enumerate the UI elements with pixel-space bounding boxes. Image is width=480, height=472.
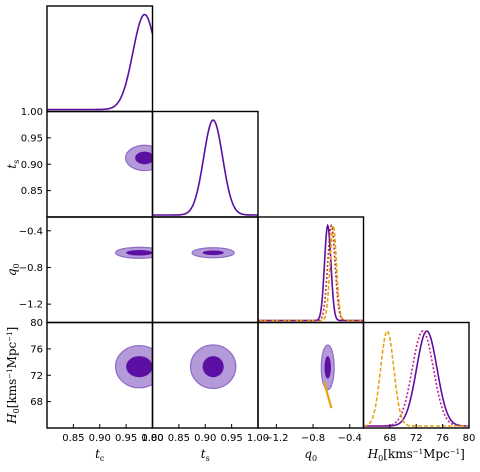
contour-tc-H0 xyxy=(114,344,153,389)
extra-line-q0-H0 xyxy=(322,381,333,409)
panel-frame-tc-tc xyxy=(46,5,154,113)
xtick-label-tc-3: 1.00 xyxy=(141,433,163,444)
ytick-label-H0-1: 76 xyxy=(30,344,43,355)
marginal-curve-H0-2 xyxy=(363,330,469,427)
panel-frame-ts-q0 xyxy=(151,216,259,324)
ytick-label-ts-0: 1.00 xyxy=(21,107,43,118)
panel-frame-tc-q0 xyxy=(46,216,154,324)
xtick-label-q0-2: −0.4 xyxy=(338,433,362,444)
marginal-q0 xyxy=(258,223,364,322)
axis-label-x-q0: q0 xyxy=(304,447,317,463)
xtick-label-q0-1: −0.8 xyxy=(301,433,325,444)
ytick-label-H0-3: 68 xyxy=(30,397,43,408)
axis-label-x-ts: ts xyxy=(201,447,210,463)
xtick-label-H0-2: 76 xyxy=(436,433,449,444)
contour-68-ts-H0 xyxy=(202,356,224,378)
xtick-label-H0-1: 72 xyxy=(410,433,423,444)
contour-tc-q0 xyxy=(114,246,153,259)
contour-tc-ts xyxy=(125,144,153,172)
xtick-label-ts-1: 0.85 xyxy=(168,433,190,444)
marginal-tc xyxy=(47,13,153,111)
marginal-curve-q0-0 xyxy=(258,223,364,322)
xtick-label-tc-1: 0.90 xyxy=(89,433,111,444)
xtick-label-H0-0: 68 xyxy=(384,433,397,444)
ytick-label-ts-2: 0.90 xyxy=(21,160,43,171)
xtick-label-H0-3: 80 xyxy=(463,433,476,444)
xtick-label-ts-0: 0.80 xyxy=(141,433,163,444)
xtick-label-ts-3: 0.95 xyxy=(220,433,242,444)
xtick-label-tc-0: 0.85 xyxy=(62,433,84,444)
axis-label-x-H0: H0[kms−1Mpc−1] xyxy=(367,447,465,463)
marginal-curve-ts-0 xyxy=(152,119,258,216)
contour-ts-q0 xyxy=(191,247,235,259)
contour-68-tc-q0 xyxy=(126,250,153,256)
marginal-ts xyxy=(152,119,258,216)
ytick-label-q0-1: −0.8 xyxy=(19,263,43,274)
marginal-curve-H0-1 xyxy=(363,330,469,427)
axis-label-y-q0: q0 xyxy=(5,263,21,276)
contour-68-q0-H0 xyxy=(324,356,331,379)
marginal-H0 xyxy=(363,330,469,427)
marginal-curve-q0-2 xyxy=(258,223,364,322)
xtick-label-q0-0: −1.2 xyxy=(264,433,288,444)
panel-frame-q0-H0 xyxy=(257,321,365,429)
axis-label-y-ts: ts xyxy=(5,160,21,169)
axis-label-x-tc: tc xyxy=(95,447,105,463)
axis-label-y-H0: H0[kms−1Mpc−1] xyxy=(5,327,21,425)
marginal-curve-q0-1 xyxy=(258,224,364,322)
marginal-curve-tc-0 xyxy=(47,13,153,111)
xtick-label-ts-2: 0.90 xyxy=(194,433,216,444)
contour-68-ts-q0 xyxy=(202,250,224,256)
ytick-label-ts-3: 0.85 xyxy=(21,186,43,197)
panel-frame-q0-q0 xyxy=(257,216,365,324)
contour-q0-H0 xyxy=(320,344,335,391)
contour-68-tc-H0 xyxy=(126,356,153,378)
contour-68-tc-ts xyxy=(135,151,153,165)
ytick-label-H0-0: 80 xyxy=(30,318,43,329)
xtick-label-tc-2: 0.95 xyxy=(115,433,137,444)
ytick-label-ts-1: 0.95 xyxy=(21,133,43,144)
ytick-label-H0-2: 72 xyxy=(30,371,43,382)
xtick-label-ts-4: 1.00 xyxy=(247,433,269,444)
contour-ts-H0 xyxy=(189,344,237,390)
panel-frame-ts-ts xyxy=(151,110,259,218)
ytick-label-q0-0: −0.4 xyxy=(19,226,43,237)
ytick-label-q0-2: −1.2 xyxy=(19,300,43,311)
